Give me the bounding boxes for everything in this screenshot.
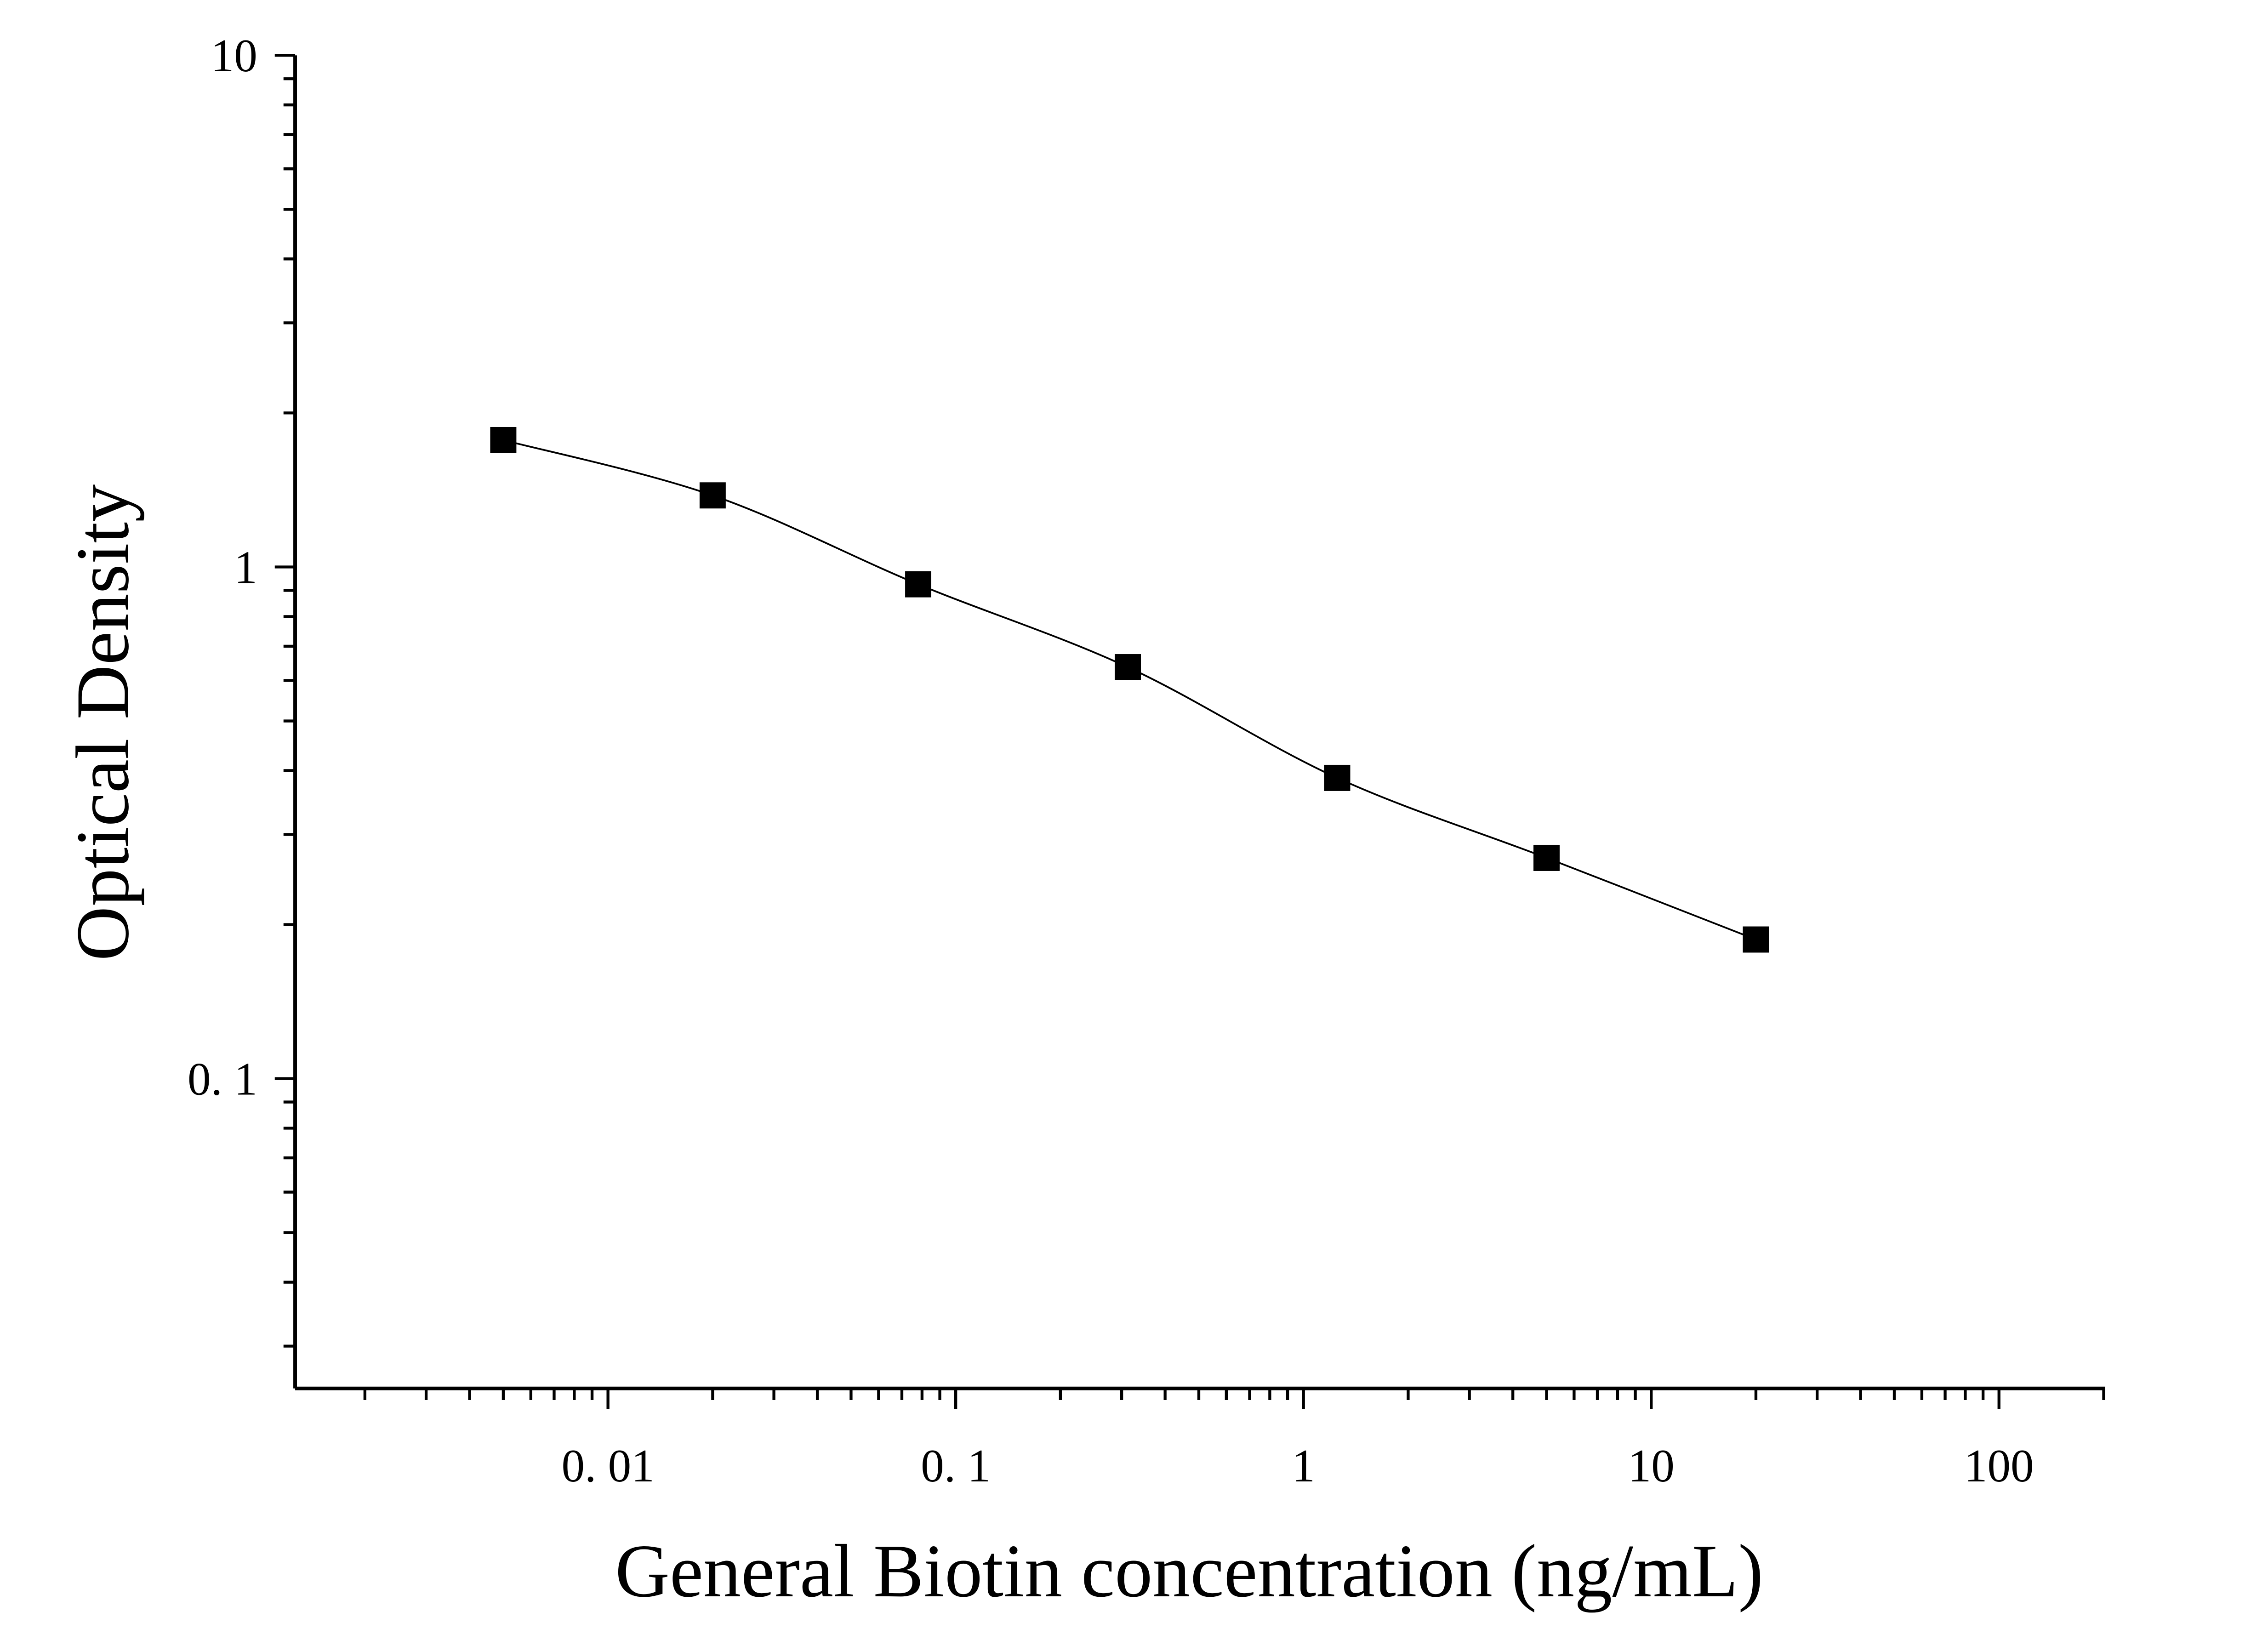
- x-tick-label: 1: [1292, 1440, 1315, 1492]
- data-point: [1533, 844, 1560, 871]
- data-points: [490, 427, 1769, 953]
- y-axis-label: Optical Density: [60, 484, 144, 961]
- fit-curve: [503, 439, 1756, 940]
- x-axis-label: General Biotin concentration (ng/mL): [615, 1529, 1763, 1613]
- axes: [293, 55, 2105, 1390]
- x-tick-label: 10: [1628, 1440, 1675, 1492]
- data-point: [699, 482, 726, 509]
- data-point: [1743, 926, 1769, 953]
- y-tick-label: 10: [211, 30, 257, 81]
- x-tick-label: 0. 01: [561, 1440, 654, 1492]
- x-tick-label: 0. 1: [921, 1440, 991, 1492]
- ticks: 0. 01 0. 1 1 10 100 0. 1 1 10: [188, 30, 2105, 1492]
- data-point: [1324, 764, 1351, 791]
- data-point: [905, 571, 932, 598]
- data-point: [490, 427, 517, 453]
- y-tick-label: 0. 1: [188, 1053, 257, 1105]
- y-tick-label: 1: [234, 541, 257, 593]
- data-point: [1115, 654, 1141, 680]
- x-tick-label: 100: [1964, 1440, 2034, 1492]
